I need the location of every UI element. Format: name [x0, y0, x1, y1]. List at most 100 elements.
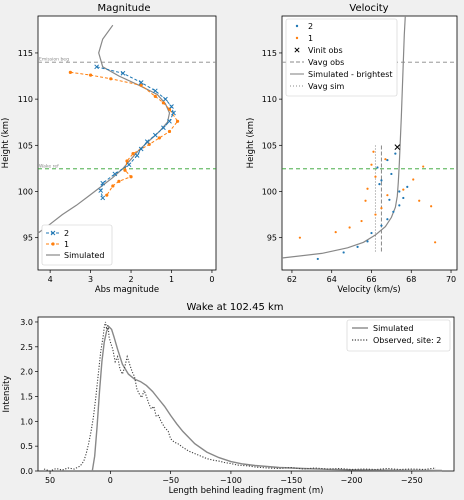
reference-hline-label: Wake ref [39, 163, 59, 169]
wake-ytick-label: 3.0 [20, 318, 33, 327]
velocity-ytick-label: 110 [262, 95, 277, 104]
series-1-velocity-point [422, 165, 425, 168]
series-1-velocity-point [402, 188, 405, 191]
series-1-velocity-point [366, 187, 369, 190]
series-2-velocity-point [370, 231, 373, 235]
legend-entry: 2 [308, 22, 313, 31]
magnitude-xtick-label: 0 [209, 275, 214, 284]
wake-ytick-label: 1.0 [20, 417, 33, 426]
series-1-velocity-point [418, 199, 421, 202]
legend-marker-sample [51, 242, 55, 246]
series-2-magnitude-point [138, 146, 144, 152]
wake-xtick-label: 0 [108, 476, 113, 485]
velocity-ytick-label: 100 [262, 187, 277, 196]
series-2-velocity-point [398, 204, 401, 207]
series-2-magnitude-point [152, 132, 158, 138]
series-1-magnitude-point [167, 107, 172, 111]
series-2-magnitude-point [152, 88, 158, 94]
series-2-magnitude-point [171, 110, 176, 116]
legend-entry: Simulated - brightest [308, 70, 393, 79]
magnitude-xtick-label: 2 [128, 275, 133, 284]
series-2-magnitude-point [167, 118, 172, 124]
series-1-velocity-point [412, 178, 415, 181]
series-1-magnitude-point [123, 168, 127, 172]
series-1-velocity-point [434, 241, 437, 244]
series-2-velocity-point [388, 198, 391, 201]
series-1-magnitude-point [161, 101, 166, 105]
series-1-velocity-point [360, 219, 363, 223]
series-1-magnitude-point [105, 193, 109, 197]
velocity-xtick-label: 62 [287, 275, 297, 284]
series-2-velocity-point [342, 251, 345, 254]
series-2-magnitude-point [98, 188, 104, 193]
series-2-magnitude-point [126, 162, 132, 168]
wake-ytick-label: 0.0 [20, 467, 33, 476]
simulated-brightest-line [281, 15, 406, 259]
series-2-magnitude-point [138, 80, 144, 85]
magnitude-xlabel: Abs magnitude [95, 285, 159, 295]
velocity-panel: Velocity 62 64 66 68 70 95 100 105 110 115 Veloc… [246, 3, 458, 295]
series-1-magnitude-point [109, 77, 113, 81]
series-2-magnitude-point [169, 104, 174, 109]
velocity-ytick-label: 95 [267, 234, 277, 243]
series-2-velocity-point [392, 210, 395, 213]
series-1-magnitude-point [117, 179, 121, 183]
series-2-velocity-point [366, 240, 369, 243]
wake-panel: Wake at 102.45 km 50 0 −50 −100 −150 −200 −250… [2, 302, 455, 496]
velocity-xtick-label: 70 [446, 275, 456, 284]
series-1-magnitude-point [68, 70, 72, 74]
series-2-velocity-point [386, 218, 389, 221]
series-1-magnitude-point [125, 159, 129, 163]
series-1-velocity-point [374, 213, 377, 216]
magnitude-ytick-label: 95 [23, 234, 33, 243]
magnitude-ytick-label: 115 [18, 49, 33, 58]
series-2-magnitude-point [144, 139, 150, 144]
series-2-velocity-point [394, 152, 397, 155]
legend-marker-sample [294, 47, 300, 53]
series-1-magnitude-point [129, 175, 133, 179]
velocity-ytick-label: 105 [262, 141, 277, 150]
series-1-velocity-point [364, 199, 367, 202]
reference-hline-label: Emission beg [39, 57, 69, 63]
magnitude-xtick-label: 1 [169, 275, 174, 284]
series-2-velocity-point [406, 185, 409, 188]
series-2-magnitude-point [120, 70, 126, 76]
magnitude-ylabel: Height (km) [1, 118, 11, 169]
series-1-velocity-point [348, 226, 351, 229]
wake-xtick-label: −100 [220, 476, 242, 485]
magnitude-ytick-label: 110 [18, 95, 33, 104]
magnitude-legend: 2 1 Simulated [41, 224, 113, 266]
series-1-magnitude-point [139, 83, 143, 87]
vinit-obs-marker [394, 144, 401, 151]
wake-ylabel: Intensity [2, 376, 12, 413]
series-2-magnitude-point [100, 195, 106, 201]
velocity-legend: 2 1 Vinit obs Vavg obs Simulated - brightest… [285, 18, 398, 97]
wake-ytick-label: 2.5 [20, 343, 33, 352]
wake-xtick-label: −200 [341, 476, 363, 485]
legend-entry: Observed, site: 2 [373, 336, 441, 345]
legend-entry: 1 [308, 34, 313, 43]
legend-entry: Simulated [64, 251, 104, 260]
series-2-magnitude-point [161, 125, 166, 131]
series-2-velocity-point [390, 172, 393, 176]
series-2-magnitude-point [94, 64, 100, 70]
series-1-velocity-point [372, 150, 375, 153]
wake-xtick-label: 50 [45, 476, 55, 485]
magnitude-ytick-label: 100 [18, 187, 33, 196]
series-1-velocity-point [386, 194, 389, 197]
series-2-velocity-point [402, 196, 405, 200]
legend-entry: 1 [64, 240, 69, 249]
legend-entry: Vavg sim [308, 82, 345, 91]
series-1-magnitude-point [157, 136, 161, 140]
series-2-magnitude-point [100, 180, 106, 186]
velocity-xlabel: Velocity (km/s) [337, 285, 400, 295]
velocity-ylabel: Height (km) [246, 118, 256, 169]
velocity-xtick-label: 68 [406, 275, 416, 284]
legend-marker-sample [295, 24, 299, 28]
velocity-xtick-label: 64 [327, 275, 337, 284]
series-2-velocity-point [378, 183, 381, 186]
legend-marker-sample [295, 36, 299, 40]
series-1-magnitude-point [147, 142, 151, 146]
magnitude-xtick-label: 3 [88, 275, 93, 284]
